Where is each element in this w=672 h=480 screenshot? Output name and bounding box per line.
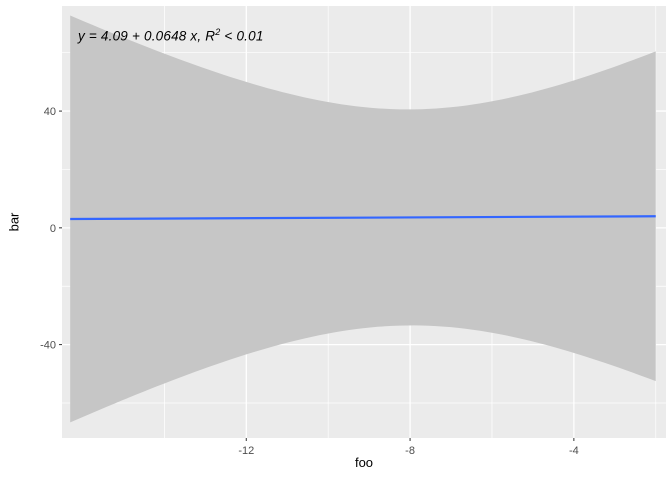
regression-line	[70, 215, 656, 221]
x-axis-title: foo	[354, 455, 374, 470]
equation-superscript: 2	[215, 27, 221, 37]
y-tick-label: -40	[40, 340, 56, 352]
equation-text: y = 4.09 + 0.0648 x, R	[78, 28, 216, 44]
x-tick-label: -4	[569, 445, 579, 457]
y-tick-label: 40	[44, 106, 56, 118]
equation-suffix: < 0.01	[220, 28, 264, 44]
confidence-band	[70, 15, 656, 423]
x-tick-label: -8	[405, 445, 415, 457]
y-tick-label: 0	[50, 223, 56, 235]
regression-equation: y = 4.09 + 0.0648 x, R2 < 0.01	[78, 27, 264, 44]
x-tick-label: -12	[238, 445, 254, 457]
y-axis-title: bar	[6, 212, 22, 232]
